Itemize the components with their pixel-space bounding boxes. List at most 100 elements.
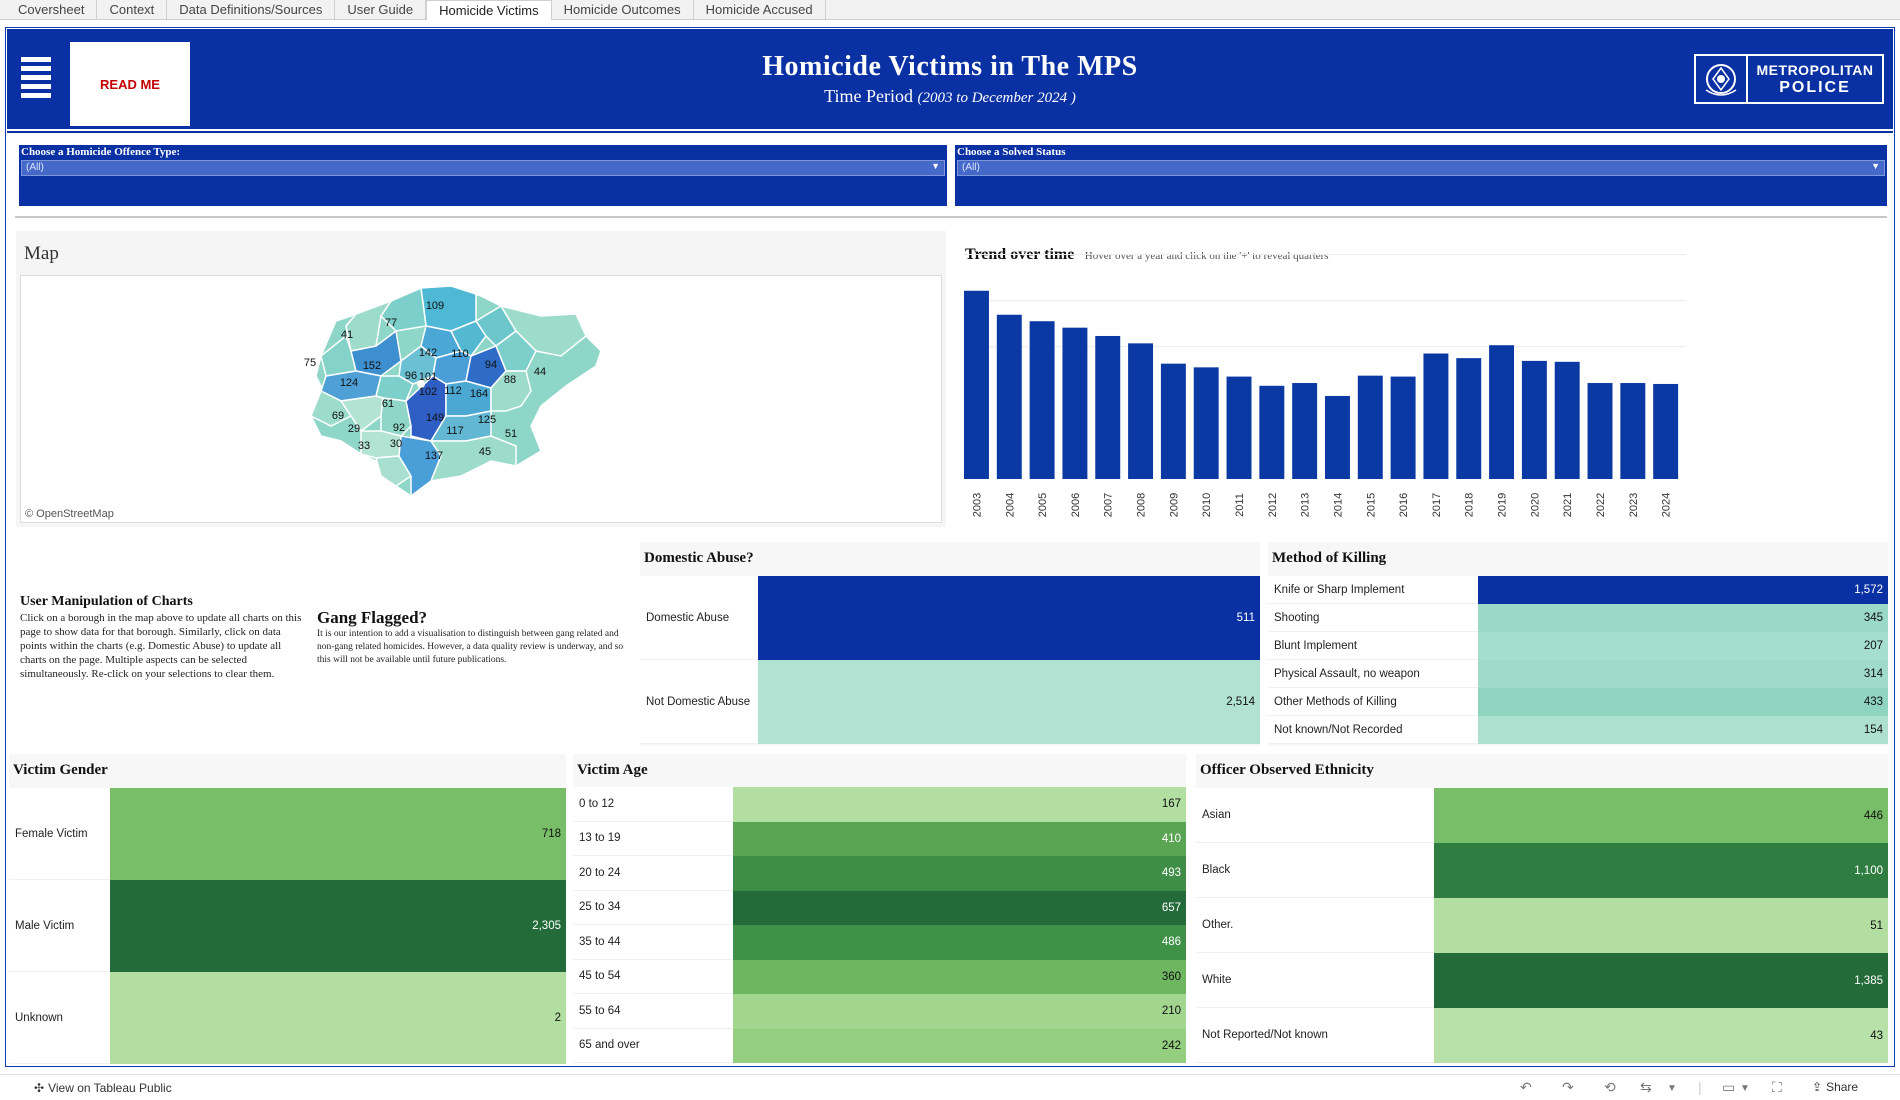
method-row[interactable]: Physical Assault, no weapon 314: [1268, 660, 1888, 688]
trend-bar[interactable]: [1095, 335, 1121, 479]
trend-bar[interactable]: [1620, 383, 1646, 479]
trend-bar[interactable]: [1226, 376, 1252, 479]
age-bar[interactable]: 167: [733, 787, 1186, 822]
view-on-tableau-link[interactable]: ✣ View on Tableau Public: [34, 1081, 172, 1095]
age-row[interactable]: 25 to 34 657: [573, 890, 1186, 925]
age-bar[interactable]: 242: [733, 1028, 1186, 1063]
trend-bar[interactable]: [1193, 367, 1219, 479]
age-bar[interactable]: 657: [733, 890, 1186, 925]
trend-bar[interactable]: [1390, 376, 1416, 479]
ethnicity-bar[interactable]: 51: [1434, 898, 1888, 953]
hamburger-menu-icon[interactable]: [21, 57, 51, 101]
domestic-abuse-panel: Domestic Abuse? Domestic Abuse 511 Not Dom…: [640, 542, 1260, 746]
domestic-row[interactable]: Not Domestic Abuse 2,514: [640, 660, 1260, 744]
trend-bar[interactable]: [964, 290, 989, 479]
tab-homicide-accused[interactable]: Homicide Accused: [694, 0, 826, 20]
solved-dropdown-value: (All): [962, 162, 980, 173]
ethnicity-bar[interactable]: 43: [1434, 1008, 1888, 1063]
method-row[interactable]: Other Methods of Killing 433: [1268, 688, 1888, 716]
gender-row[interactable]: Unknown 2: [9, 972, 566, 1064]
ethnicity-row[interactable]: Other. 51: [1196, 898, 1888, 953]
domestic-bar[interactable]: 511: [758, 576, 1260, 660]
age-row[interactable]: 20 to 24 493: [573, 856, 1186, 891]
trend-bar-chart[interactable]: 2003 2004 2005 2006 2007 2008 2009 2010 2011 2012…: [956, 231, 1886, 527]
ethnicity-bar[interactable]: 1,385: [1434, 953, 1888, 1008]
method-row[interactable]: Blunt Implement 207: [1268, 632, 1888, 660]
chevron-down-icon[interactable]: ▼: [1667, 1083, 1677, 1094]
map-canvas[interactable]: 109 77 41 142 110 94 75 152 96 101 88 44 124 102 112 16…: [21, 276, 941, 522]
revert-icon[interactable]: ⟲: [1604, 1079, 1616, 1095]
trend-bar[interactable]: [1128, 343, 1154, 479]
london-borough-map[interactable]: 109 77 41 142 110 94 75 152 96 101 88 44 124 102 112 16…: [20, 275, 942, 523]
ethnicity-bar[interactable]: 446: [1434, 788, 1888, 843]
method-bar[interactable]: 207: [1478, 632, 1888, 660]
tab-user-guide[interactable]: User Guide: [335, 0, 427, 20]
trend-bar[interactable]: [1357, 375, 1383, 479]
tab-homicide-outcomes[interactable]: Homicide Outcomes: [552, 0, 694, 20]
ethnicity-row[interactable]: Black 1,100: [1196, 843, 1888, 898]
tab-data-definitions-sources[interactable]: Data Definitions/Sources: [167, 0, 336, 20]
method-bar[interactable]: 345: [1478, 604, 1888, 632]
chevron-down-icon[interactable]: ▼: [1740, 1083, 1750, 1094]
trend-bar[interactable]: [1325, 395, 1350, 479]
undo-icon[interactable]: ↶: [1520, 1079, 1532, 1095]
method-bar[interactable]: 433: [1478, 688, 1888, 716]
gender-row[interactable]: Male Victim 2,305: [9, 880, 566, 972]
age-bar[interactable]: 493: [733, 856, 1186, 891]
trend-bar[interactable]: [1587, 383, 1613, 479]
age-row[interactable]: 55 to 64 210: [573, 994, 1186, 1029]
share-button[interactable]: ⇪ Share: [1812, 1080, 1858, 1094]
gender-bar[interactable]: 718: [110, 788, 566, 880]
solved-status-dropdown[interactable]: (All) ▼: [957, 160, 1885, 176]
trend-bar[interactable]: [1653, 383, 1679, 479]
comment-icon[interactable]: ▭: [1722, 1079, 1736, 1095]
tab-coversheet[interactable]: Coversheet: [6, 0, 98, 20]
method-row[interactable]: Shooting 345: [1268, 604, 1888, 632]
age-bar[interactable]: 210: [733, 994, 1186, 1029]
gender-bar[interactable]: 2: [110, 972, 566, 1064]
method-row-label: Knife or Sharp Implement: [1268, 576, 1478, 604]
method-row[interactable]: Knife or Sharp Implement 1,572: [1268, 576, 1888, 604]
domestic-row[interactable]: Domestic Abuse 511: [640, 576, 1260, 660]
age-bar[interactable]: 360: [733, 959, 1186, 994]
ethnicity-row[interactable]: Not Reported/Not known 43: [1196, 1008, 1888, 1063]
ethnicity-row[interactable]: White 1,385: [1196, 953, 1888, 1008]
refresh-icon[interactable]: ⇆: [1640, 1079, 1652, 1095]
trend-x-tick-label: 2023: [1628, 493, 1640, 517]
trend-bar[interactable]: [1029, 321, 1055, 479]
age-row[interactable]: 13 to 19 410: [573, 821, 1186, 856]
age-row[interactable]: 65 and over 242: [573, 1028, 1186, 1063]
ethnicity-bar[interactable]: 1,100: [1434, 843, 1888, 898]
age-row[interactable]: 0 to 12 167: [573, 787, 1186, 822]
ethnicity-row[interactable]: Asian 446: [1196, 788, 1888, 843]
tab-homicide-victims[interactable]: Homicide Victims: [426, 0, 552, 20]
redo-icon[interactable]: ↷: [1562, 1079, 1574, 1095]
borough-value-label: 110: [451, 348, 469, 360]
trend-bar[interactable]: [1292, 383, 1318, 479]
tab-context[interactable]: Context: [97, 0, 168, 20]
borough-shapes[interactable]: [310, 285, 602, 498]
offence-type-dropdown[interactable]: (All) ▼: [21, 160, 945, 176]
age-bar[interactable]: 486: [733, 925, 1186, 960]
age-row[interactable]: 45 to 54 360: [573, 959, 1186, 994]
fullscreen-icon[interactable]: ⛶: [1772, 1079, 1782, 1095]
trend-bar[interactable]: [1259, 385, 1285, 479]
trend-bar[interactable]: [1062, 327, 1088, 479]
trend-bar[interactable]: [996, 314, 1022, 479]
trend-bar[interactable]: [1160, 363, 1186, 479]
gender-row[interactable]: Female Victim 718: [9, 788, 566, 880]
method-bar[interactable]: 1,572: [1478, 576, 1888, 604]
domestic-bar[interactable]: 2,514: [758, 660, 1260, 744]
method-row[interactable]: Not known/Not Recorded 154: [1268, 716, 1888, 744]
age-bar[interactable]: 410: [733, 821, 1186, 856]
age-row[interactable]: 35 to 44 486: [573, 925, 1186, 960]
read-me-button[interactable]: READ ME: [70, 34, 190, 126]
method-bar[interactable]: 154: [1478, 716, 1888, 744]
gender-bar[interactable]: 2,305: [110, 880, 566, 972]
trend-bar[interactable]: [1554, 361, 1580, 479]
trend-bar[interactable]: [1456, 358, 1482, 479]
trend-bar[interactable]: [1521, 360, 1547, 479]
trend-bar[interactable]: [1489, 345, 1515, 479]
method-bar[interactable]: 314: [1478, 660, 1888, 688]
trend-bar[interactable]: [1423, 353, 1449, 479]
